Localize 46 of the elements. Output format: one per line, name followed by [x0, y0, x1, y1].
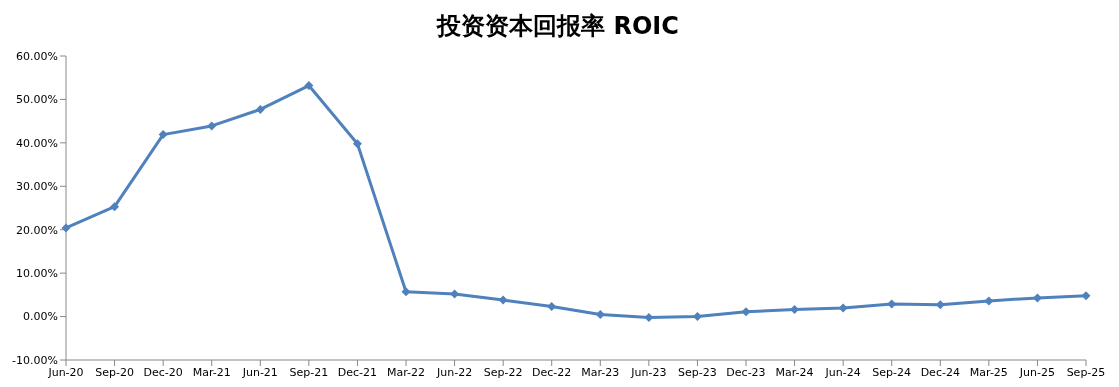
point — [692, 312, 702, 322]
x-tick-label: Jun-25 — [1018, 365, 1056, 379]
x-tick-label: Dec-23 — [726, 365, 766, 379]
point — [401, 287, 411, 297]
x-tick-label: Sep-22 — [483, 365, 523, 379]
y-tick-label: 50.00% — [16, 93, 58, 107]
x-tick-label: Dec-20 — [143, 365, 183, 379]
y-tick-label: 40.00% — [16, 136, 58, 150]
point — [984, 296, 994, 306]
point — [61, 223, 71, 233]
x-tick-label: Sep-20 — [95, 365, 134, 379]
point — [352, 139, 362, 149]
y-tick-label: 30.00% — [16, 180, 58, 194]
point — [1081, 291, 1091, 301]
point — [304, 81, 314, 91]
x-tick-label: Jun-21 — [241, 365, 278, 379]
point — [595, 309, 605, 319]
point — [158, 130, 168, 140]
y-tick-label: 60.00% — [16, 49, 58, 63]
point — [110, 202, 120, 212]
x-tick-label: Jun-22 — [435, 365, 473, 379]
x-tick-label: Mar-21 — [192, 365, 231, 379]
y-tick-label: 10.00% — [16, 267, 58, 281]
x-tick-label: Dec-21 — [337, 365, 378, 379]
x-tick-label: Mar-23 — [581, 365, 620, 379]
chart-title: 投资资本回报率 ROIC — [435, 11, 680, 42]
y-tick-label: 20.00% — [16, 223, 58, 237]
x-tick-label: Dec-22 — [532, 365, 572, 379]
x-tick-label: Sep-23 — [678, 365, 717, 379]
point — [207, 121, 217, 131]
point — [498, 295, 508, 305]
x-tick-label: Sep-25 — [1066, 365, 1106, 379]
y-tick-label: -10.00% — [12, 353, 58, 367]
x-tick-label: Mar-24 — [775, 365, 814, 379]
point — [255, 104, 265, 114]
point — [838, 303, 848, 313]
y-tick-label: 0.00% — [23, 310, 58, 324]
x-tick-label: Sep-21 — [289, 365, 329, 379]
point — [547, 302, 557, 312]
x-tick-label: Sep-24 — [872, 365, 912, 379]
x-tick-label: Jun-20 — [47, 365, 84, 379]
x-tick-label: Jun-24 — [824, 365, 861, 379]
x-tick-label: Mar-22 — [386, 365, 426, 379]
x-tick-label: Dec-24 — [920, 365, 960, 379]
x-tick-label: Mar-25 — [969, 365, 1008, 379]
x-tick-label: Jun-23 — [630, 365, 667, 379]
